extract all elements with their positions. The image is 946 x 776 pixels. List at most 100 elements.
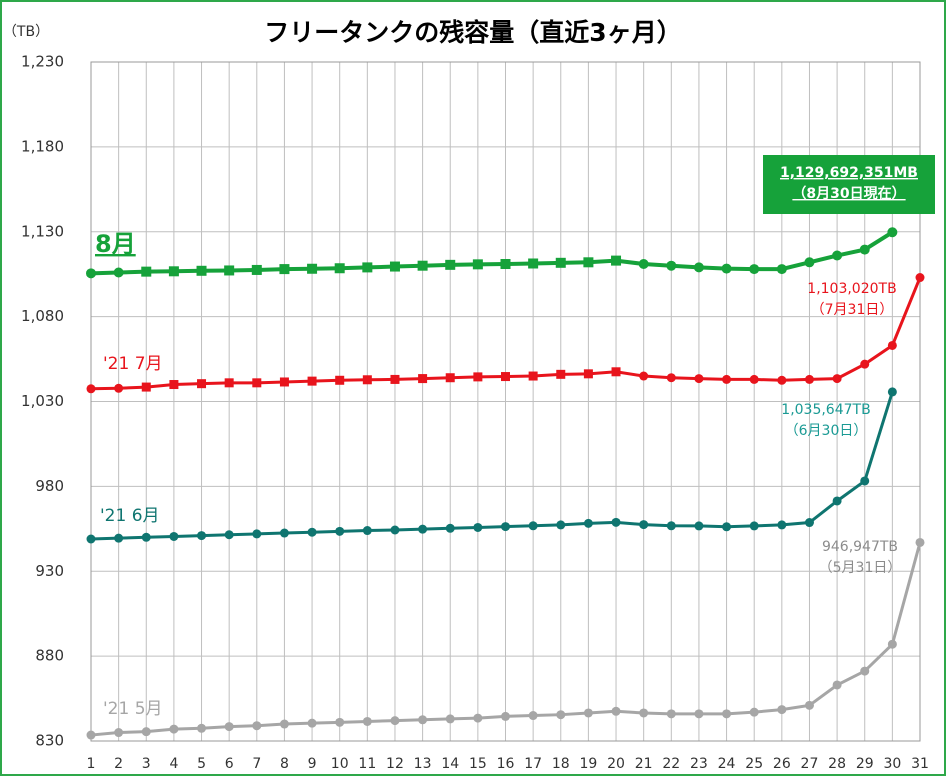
marker <box>860 666 870 676</box>
marker <box>722 709 732 719</box>
marker <box>915 273 925 283</box>
marker <box>362 375 372 385</box>
marker <box>362 526 372 536</box>
y-unit: （TB） <box>3 24 49 40</box>
y-tick-label: 1,180 <box>21 137 64 155</box>
marker <box>887 639 897 649</box>
marker <box>390 525 400 535</box>
annotation-box <box>763 155 935 214</box>
annotation: 1,103,020TB <box>807 281 896 297</box>
y-tick-label: 1,080 <box>21 307 64 325</box>
x-tick-label: 5 <box>197 756 206 772</box>
marker <box>611 367 621 377</box>
marker <box>777 705 787 715</box>
marker <box>859 244 870 255</box>
marker <box>528 711 538 721</box>
marker <box>721 263 732 274</box>
marker <box>777 375 787 385</box>
marker <box>251 264 262 275</box>
marker <box>860 359 870 369</box>
x-tick-label: 6 <box>225 756 234 772</box>
x-tick-label: 30 <box>883 756 901 772</box>
marker <box>555 257 566 268</box>
marker <box>334 263 345 274</box>
marker <box>418 715 428 725</box>
x-tick-label: 31 <box>911 756 929 772</box>
marker <box>749 707 759 717</box>
marker <box>887 387 897 397</box>
x-tick-label: 21 <box>635 756 653 772</box>
marker <box>224 530 234 540</box>
marker <box>307 527 317 537</box>
x-tick-label: 29 <box>856 756 874 772</box>
y-tick-label: 930 <box>35 562 64 580</box>
x-tick-label: 10 <box>331 756 349 772</box>
marker <box>141 266 152 277</box>
marker <box>500 259 511 270</box>
marker <box>252 529 262 539</box>
marker <box>169 380 179 390</box>
marker <box>528 521 538 531</box>
marker <box>472 259 483 270</box>
x-tick-label: 19 <box>579 756 597 772</box>
marker <box>445 714 455 724</box>
x-tick-label: 18 <box>552 756 570 772</box>
marker <box>583 708 593 718</box>
marker <box>279 264 290 275</box>
marker <box>501 522 510 532</box>
marker <box>776 264 787 275</box>
annotation: （8月30日現在） <box>792 185 905 202</box>
y-tick-label: 1,130 <box>21 222 64 240</box>
marker <box>528 371 538 381</box>
marker <box>473 372 483 382</box>
marker <box>389 261 400 272</box>
marker <box>86 384 96 394</box>
marker <box>473 713 483 723</box>
y-tick-label: 830 <box>35 732 64 750</box>
marker <box>694 709 704 719</box>
marker <box>749 374 759 384</box>
y-tick-label: 1,030 <box>21 392 64 410</box>
marker <box>749 521 759 531</box>
marker <box>722 522 732 532</box>
x-tick-label: 14 <box>441 756 459 772</box>
marker <box>114 728 124 738</box>
x-tick-label: 12 <box>386 756 404 772</box>
marker <box>86 730 96 740</box>
x-tick-label: 16 <box>497 756 515 772</box>
marker <box>693 262 704 273</box>
marker <box>417 260 428 271</box>
annotation: （5月31日） <box>819 560 902 576</box>
marker <box>722 374 732 384</box>
marker <box>777 520 787 530</box>
marker <box>168 266 179 277</box>
marker <box>556 520 566 530</box>
marker <box>279 377 289 387</box>
marker <box>224 265 235 276</box>
chart-title: フリータンクの残容量（直近3ヶ月） <box>264 18 681 47</box>
marker <box>390 374 400 384</box>
marker <box>666 260 677 271</box>
marker <box>556 710 566 720</box>
marker <box>832 250 843 261</box>
x-tick-label: 4 <box>169 756 178 772</box>
marker <box>418 374 428 384</box>
marker <box>887 227 898 238</box>
x-tick-label: 25 <box>745 756 763 772</box>
marker <box>418 524 428 534</box>
marker <box>279 528 289 538</box>
marker <box>197 379 207 389</box>
marker <box>694 374 704 384</box>
x-tick-label: 17 <box>524 756 542 772</box>
series-label: '21 6月 <box>100 506 160 526</box>
marker <box>528 258 539 269</box>
marker <box>694 521 704 531</box>
marker <box>113 267 124 278</box>
x-tick-label: 20 <box>607 756 625 772</box>
marker <box>583 257 594 268</box>
y-tick-label: 880 <box>35 647 64 665</box>
annotation: （7月31日） <box>811 302 894 318</box>
marker <box>611 706 621 716</box>
marker <box>445 373 455 383</box>
